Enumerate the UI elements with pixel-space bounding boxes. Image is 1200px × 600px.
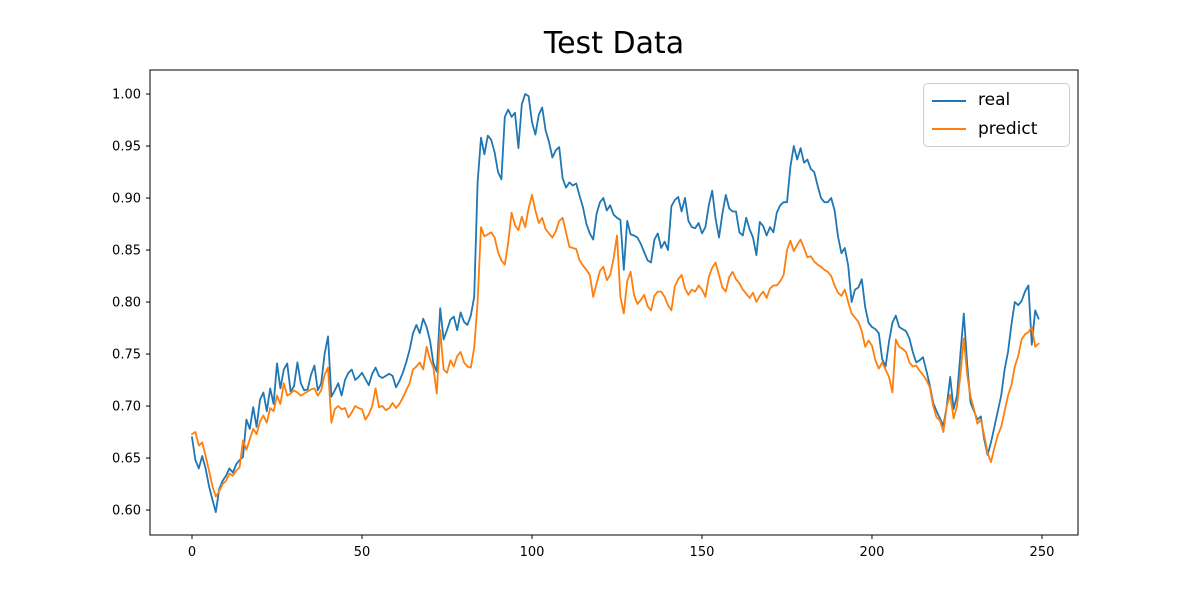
- y-tick-label: 0.80: [112, 296, 141, 311]
- chart-title: Test Data: [543, 26, 685, 61]
- x-tick-label: 200: [860, 545, 885, 560]
- y-tick-label: 1.00: [112, 88, 141, 103]
- x-tick-label: 250: [1030, 545, 1055, 560]
- legend-label-predict: predict: [978, 118, 1038, 139]
- y-tick-label: 0.60: [112, 504, 141, 519]
- x-tick-label: 100: [520, 545, 545, 560]
- legend-item-real: real: [932, 87, 1061, 115]
- x-tick-label: 50: [354, 545, 371, 560]
- y-tick-label: 0.70: [112, 400, 141, 415]
- legend-line-predict-icon: [932, 128, 966, 131]
- legend-line-real-icon: [932, 99, 966, 102]
- legend-label-real: real: [978, 90, 1011, 111]
- y-tick-label: 0.90: [112, 192, 141, 207]
- x-tick-label: 0: [188, 545, 196, 560]
- y-tick-label: 0.75: [112, 348, 141, 363]
- y-tick-label: 0.95: [112, 140, 141, 155]
- legend-item-predict: predict: [932, 115, 1061, 143]
- y-tick-label: 0.65: [112, 452, 141, 467]
- series-line-predict: [191, 193, 1040, 498]
- y-tick-label: 0.85: [112, 244, 141, 259]
- x-tick-label: 150: [690, 545, 715, 560]
- legend: real predict: [923, 83, 1070, 147]
- series-line-real: [191, 93, 1040, 513]
